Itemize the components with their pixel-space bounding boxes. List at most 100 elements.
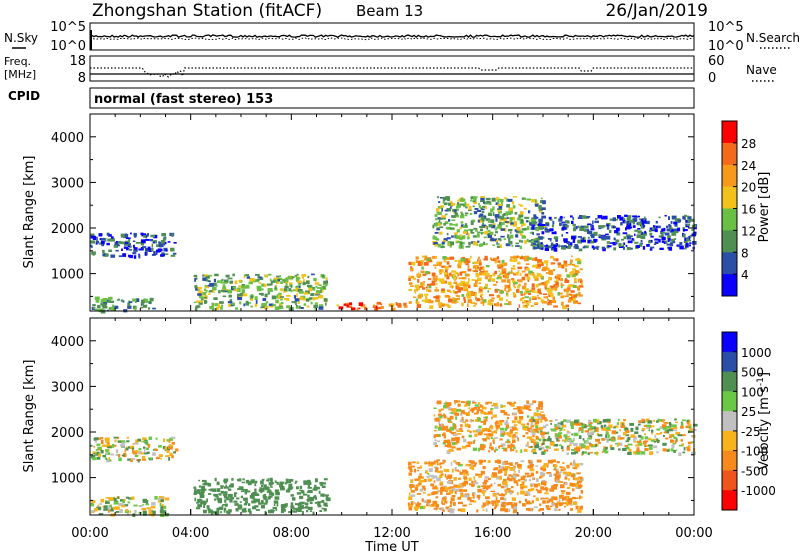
heatmap-cell (448, 489, 452, 492)
heatmap-cell (576, 293, 579, 296)
heatmap-cell (254, 483, 257, 487)
heatmap-cell (298, 502, 304, 505)
heatmap-cell (662, 442, 667, 446)
heatmap-cell (420, 262, 424, 266)
heatmap-cell (531, 417, 535, 420)
heatmap-cell (562, 305, 567, 310)
heatmap-cell (571, 452, 576, 455)
heatmap-cell (622, 432, 627, 436)
heatmap-cell (501, 447, 506, 450)
heatmap-cell (90, 235, 96, 239)
heatmap-cell (438, 414, 441, 418)
heatmap-cell (255, 498, 260, 503)
heatmap-cell (478, 459, 484, 463)
heatmap-cell (622, 447, 627, 451)
heatmap-cell (688, 424, 692, 428)
heatmap-cell (451, 285, 454, 289)
heatmap-cell (615, 443, 620, 445)
heatmap-cell (314, 302, 318, 305)
heatmap-cell (682, 451, 686, 454)
heatmap-cell (318, 306, 324, 310)
heatmap-cell (655, 225, 658, 229)
heatmap-cell (490, 208, 494, 213)
heatmap-cell (317, 504, 321, 506)
heatmap-cell (152, 452, 156, 456)
heatmap-cell (480, 470, 485, 475)
heatmap-cell (163, 247, 168, 252)
heatmap-cell (548, 271, 554, 276)
heatmap-cell (573, 226, 577, 229)
heatmap-cell (468, 206, 472, 210)
heatmap-cell (530, 439, 534, 443)
heatmap-cell (261, 501, 264, 505)
heatmap-cell (97, 446, 102, 451)
heatmap-cell (513, 465, 516, 470)
heatmap-cell (432, 224, 435, 229)
heatmap-cell (491, 278, 496, 282)
heatmap-cell (688, 420, 691, 424)
heatmap-cell (577, 484, 582, 489)
heatmap-cell (573, 467, 578, 470)
heatmap-cell (500, 504, 505, 508)
heatmap-cell (449, 500, 453, 505)
heatmap-cell (606, 439, 609, 443)
heatmap-cell (505, 441, 507, 443)
heatmap-cell (443, 223, 446, 226)
heatmap-cell (495, 426, 499, 431)
heatmap-cell (675, 449, 678, 452)
heatmap-cell (573, 451, 579, 454)
heatmap-cell (513, 255, 518, 259)
heatmap-cell (270, 281, 273, 286)
heatmap-cell (572, 437, 575, 442)
heatmap-cell (577, 239, 582, 244)
heatmap-cell (454, 400, 459, 403)
heatmap-cell (467, 403, 471, 407)
heatmap-cell (640, 436, 644, 440)
heatmap-cell (292, 497, 296, 501)
heatmap-cell (105, 437, 110, 441)
heatmap-cell (306, 280, 310, 285)
heatmap-cell (536, 410, 539, 412)
heatmap-cell (462, 489, 468, 492)
heatmap-cell (453, 502, 456, 506)
heatmap-cell (513, 502, 518, 507)
heatmap-cell (607, 421, 611, 424)
heatmap-cell (460, 224, 465, 228)
heatmap-cell (200, 499, 203, 502)
heatmap-cell (689, 219, 693, 222)
heatmap-cell (244, 274, 247, 277)
heatmap-cell (497, 243, 500, 246)
heatmap-cell (442, 201, 445, 204)
heatmap-cell (596, 451, 598, 456)
heatmap-cell (465, 246, 471, 248)
heatmap-cell (112, 506, 117, 510)
heatmap-cell (157, 248, 163, 252)
heatmap-cell (449, 509, 455, 514)
heatmap-cell (612, 241, 617, 246)
heatmap-cell (237, 488, 241, 490)
cpid-text: normal (fast stereo) 153 (94, 92, 273, 107)
y-tick-label: 4000 (51, 131, 84, 146)
heatmap-cell (481, 232, 483, 235)
heatmap-cell (520, 460, 525, 463)
heatmap-cell (100, 440, 104, 444)
heatmap-cell (423, 258, 428, 261)
heatmap-cell (439, 197, 444, 199)
heatmap-cell (485, 206, 488, 210)
heatmap-cell (451, 301, 457, 304)
heatmap-cell (497, 483, 502, 487)
heatmap-cell (510, 403, 515, 407)
colorbar-swatch (722, 121, 737, 144)
heatmap-cell (534, 302, 538, 304)
heatmap-cell (637, 230, 642, 234)
heatmap-cell (142, 440, 147, 443)
heatmap-cell (464, 423, 469, 428)
heatmap-cell (564, 440, 567, 443)
heatmap-cell (435, 286, 438, 289)
heatmap-cell (427, 493, 431, 496)
heatmap-cell (565, 501, 570, 505)
heatmap-cell (125, 496, 129, 499)
heatmap-cell (531, 500, 534, 504)
heatmap-cell (485, 197, 491, 201)
heatmap-cell (309, 497, 315, 501)
